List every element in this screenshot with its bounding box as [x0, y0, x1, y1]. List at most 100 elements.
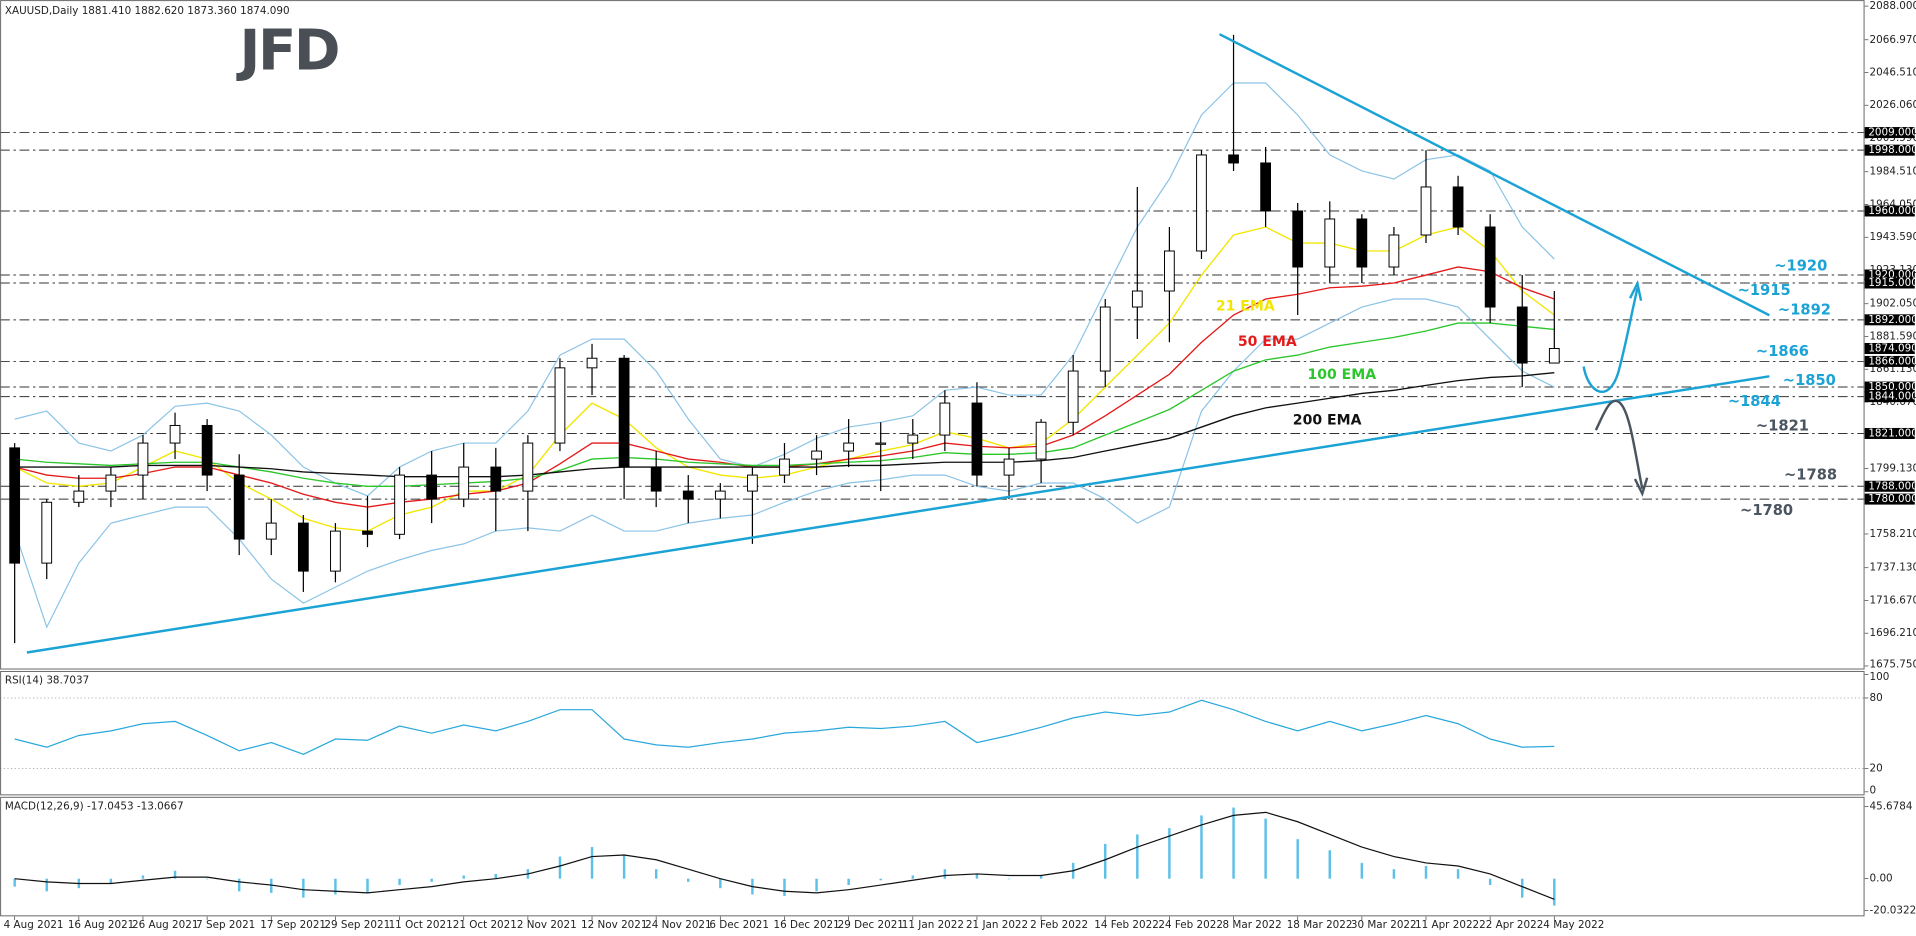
- macd-bar: [1456, 869, 1460, 879]
- level-label: 2009.000: [1868, 127, 1916, 139]
- y-tick-label: 2088.000: [1870, 0, 1916, 12]
- macd-bar: [590, 847, 594, 879]
- y-tick-label: 1943.590: [1870, 231, 1916, 243]
- macd-bar: [1521, 878, 1524, 898]
- x-tick-label: 11 Jan 2022: [902, 919, 964, 931]
- macd-bar: [879, 878, 882, 881]
- y-tick-label: 1799.130: [1870, 462, 1916, 474]
- macd-bar: [1168, 828, 1171, 879]
- y-tick-label: 20: [1870, 762, 1883, 774]
- level-label: 1850.000: [1868, 381, 1916, 393]
- rsi-panel: [0, 670, 1865, 796]
- annotation: ~1866: [1756, 343, 1809, 360]
- candle-body: [1035, 421, 1047, 460]
- drawings: [26, 33, 1770, 654]
- level-label: 1821.000: [1868, 427, 1916, 439]
- candle-body: [330, 530, 341, 572]
- candle-body: [169, 424, 181, 444]
- level-label: 1788.000: [1868, 480, 1916, 492]
- trend-line: [1218, 33, 1770, 317]
- y-tick-label: 2026.060: [1870, 99, 1916, 111]
- annotation: ~1844: [1728, 393, 1781, 410]
- annotation: ~1920: [1774, 257, 1827, 274]
- x-tick-label: 6 Dec 2021: [709, 919, 769, 931]
- macd-bar: [1296, 839, 1299, 879]
- candle-body: [907, 434, 919, 444]
- scenario-arrow: [1594, 399, 1644, 490]
- candle-body: [41, 501, 53, 564]
- annotation: ~1780: [1740, 502, 1793, 519]
- price-label: 1874.090: [1868, 342, 1916, 354]
- macd-bar: [719, 878, 722, 889]
- macd-bar: [109, 878, 113, 884]
- level-label: 1915.000: [1868, 277, 1916, 289]
- macd-bar: [205, 878, 209, 880]
- macd-bar: [911, 875, 915, 879]
- candle-body: [811, 450, 822, 460]
- y-tick-label: 1881.590: [1870, 330, 1916, 342]
- candle-body: [394, 474, 405, 535]
- candle-body: [875, 442, 887, 445]
- y-tick-label: 100: [1870, 671, 1890, 683]
- candle-body: [1420, 186, 1432, 236]
- x-tick-label: 21 Jan 2022: [966, 919, 1028, 931]
- x-tick-label: 4 Aug 2021: [4, 919, 64, 931]
- x-tick-label: 22 Apr 2022: [1479, 919, 1543, 931]
- panel-frames: [0, 0, 1865, 917]
- candle-body: [522, 442, 534, 492]
- annotation: ~1850: [1783, 372, 1836, 389]
- candle-body: [297, 522, 309, 572]
- y-tick-label: 1696.210: [1870, 627, 1916, 639]
- y-tick-label: 0: [1870, 785, 1877, 797]
- x-tick-label: 16 Dec 2021: [773, 919, 839, 931]
- level-label: 1998.000: [1868, 144, 1916, 156]
- candle-body: [233, 474, 245, 540]
- candle-body: [554, 367, 566, 444]
- indicator-title: MACD(12,26,9) -17.0453 -13.0667: [5, 800, 184, 812]
- y-tick-label: 2046.510: [1870, 67, 1916, 79]
- signal-line: [14, 811, 1555, 900]
- macd-bar: [1136, 834, 1139, 879]
- x-tick-label: 4 May 2022: [1543, 919, 1604, 931]
- macd-bar: [622, 854, 626, 879]
- candle-body: [618, 357, 630, 468]
- x-tick-label: 24 Feb 2022: [1158, 919, 1223, 931]
- x-tick-label: 21 Oct 2021: [453, 919, 517, 931]
- x-tick-label: 2 Nov 2021: [517, 919, 577, 931]
- x-tick-label: 17 Sep 2021: [260, 919, 326, 931]
- annotation: ~1892: [1778, 301, 1831, 318]
- y-tick-label: 80: [1870, 692, 1883, 704]
- level-box: [1864, 391, 1915, 403]
- macd-bar: [1264, 818, 1267, 879]
- candle-body: [1516, 306, 1528, 364]
- macd-bar: [847, 878, 850, 885]
- macd-bar: [237, 878, 241, 892]
- candle-body: [714, 490, 726, 500]
- macd-bar: [654, 869, 658, 879]
- macd-bar: [783, 878, 786, 897]
- level-label: 1780.000: [1868, 493, 1916, 505]
- x-tick-label: 8 Mar 2022: [1223, 919, 1282, 931]
- candle-body: [650, 466, 662, 492]
- macd-bar: [13, 878, 16, 887]
- indicator-title: RSI(14) 38.7037: [5, 675, 89, 687]
- level-box: [1864, 269, 1915, 281]
- level-label: 1960.000: [1868, 205, 1916, 217]
- candle-body: [1099, 306, 1111, 372]
- candle-body: [1131, 290, 1143, 308]
- symbol-header: XAUUSD,Daily 1881.410 1882.620 1873.360 …: [5, 5, 290, 17]
- macd-bar: [1553, 878, 1556, 906]
- candle-body: [1067, 370, 1079, 423]
- y-tick-label: 1984.510: [1870, 166, 1916, 178]
- macd-bar: [943, 869, 947, 879]
- candle-body: [586, 357, 598, 369]
- macd-bar: [1232, 807, 1235, 879]
- macd-bar: [302, 878, 305, 898]
- candle-body: [779, 458, 790, 476]
- x-tick-label: 2 Feb 2022: [1030, 919, 1088, 931]
- y-tick-label: 45.6784: [1870, 800, 1913, 812]
- level-box: [1864, 314, 1915, 326]
- candle-body: [105, 474, 117, 492]
- y-tick-label: 1964.050: [1870, 199, 1916, 211]
